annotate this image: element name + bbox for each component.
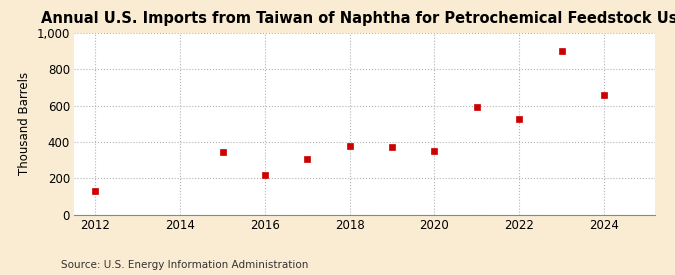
Text: Source: U.S. Energy Information Administration: Source: U.S. Energy Information Administ… [61,260,308,270]
Y-axis label: Thousand Barrels: Thousand Barrels [18,72,31,175]
Title: Annual U.S. Imports from Taiwan of Naphtha for Petrochemical Feedstock Use: Annual U.S. Imports from Taiwan of Napht… [41,11,675,26]
